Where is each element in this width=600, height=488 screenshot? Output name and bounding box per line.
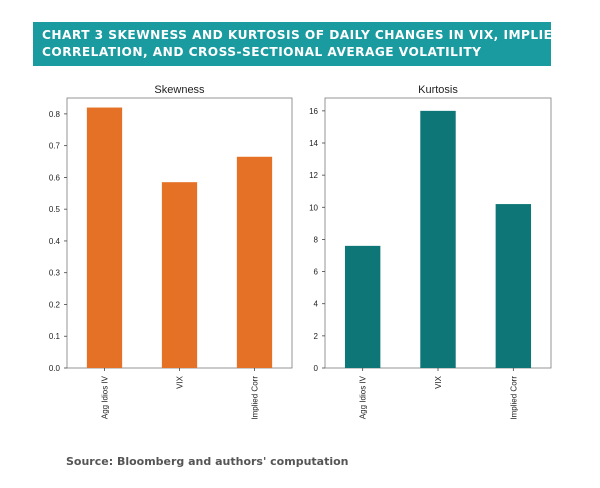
chart-header-line-1: CHART 3 SKEWNESS AND KURTOSIS OF DAILY C… <box>42 28 563 42</box>
kurtosis-y-tick-label: 8 <box>314 235 319 244</box>
skewness-y-tick-label: 0.0 <box>49 364 61 373</box>
chart-header: CHART 3 SKEWNESS AND KURTOSIS OF DAILY C… <box>33 22 563 66</box>
kurtosis-bar <box>420 110 456 368</box>
kurtosis-bar <box>344 245 381 368</box>
chart-header-line-2: CORRELATION, AND CROSS-SECTIONAL AVERAGE… <box>42 45 482 59</box>
kurtosis-x-tick-label: Agg Idios IV <box>359 375 368 419</box>
kurtosis-y-tick-label: 12 <box>309 171 318 180</box>
source-note: Source: Bloomberg and authors' computati… <box>66 455 349 468</box>
skewness-bar <box>161 182 198 368</box>
kurtosis-y-tick-label: 16 <box>309 107 318 116</box>
skewness-title: Skewness <box>154 84 205 96</box>
kurtosis-y-tick-label: 10 <box>309 203 318 212</box>
skewness-chart: Skewness 0.0 0.1 0.2 0.3 0.4 0.5 0.6 0.7 0.8 Agg I… <box>49 84 293 420</box>
kurtosis-y-tick-label: 0 <box>314 364 319 373</box>
skewness-y-tick-label: 0.7 <box>49 142 61 151</box>
skewness-bar <box>236 156 273 368</box>
skewness-y-tick-label: 0.3 <box>49 269 61 278</box>
skewness-y-tick-label: 0.5 <box>49 205 61 214</box>
kurtosis-y-tick-label: 2 <box>314 332 319 341</box>
kurtosis-x-tick-label: Implied Corr <box>509 376 518 420</box>
kurtosis-y-tick-label: 4 <box>314 300 319 309</box>
skewness-y-tick-label: 0.2 <box>49 300 61 309</box>
kurtosis-y-tick-label: 6 <box>314 268 319 277</box>
kurtosis-title: Kurtosis <box>418 84 458 96</box>
skewness-y-tick-label: 0.6 <box>49 173 61 182</box>
skewness-bar <box>86 107 123 368</box>
kurtosis-y-tick-label: 14 <box>309 139 318 148</box>
skewness-x-tick-label: Implied Corr <box>251 376 260 420</box>
kurtosis-bar <box>495 204 532 368</box>
kurtosis-x-tick-label: VIX <box>434 375 443 389</box>
kurtosis-chart: Kurtosis 0 2 4 6 8 10 12 14 16 Agg Idios IV VIX Impl… <box>309 84 552 420</box>
skewness-y-tick-label: 0.8 <box>49 110 61 119</box>
skewness-x-tick-label: Agg Idios IV <box>101 375 110 419</box>
skewness-y-tick-label: 0.1 <box>49 332 61 341</box>
skewness-y-tick-label: 0.4 <box>49 237 61 246</box>
skewness-x-tick-label: VIX <box>176 375 185 389</box>
